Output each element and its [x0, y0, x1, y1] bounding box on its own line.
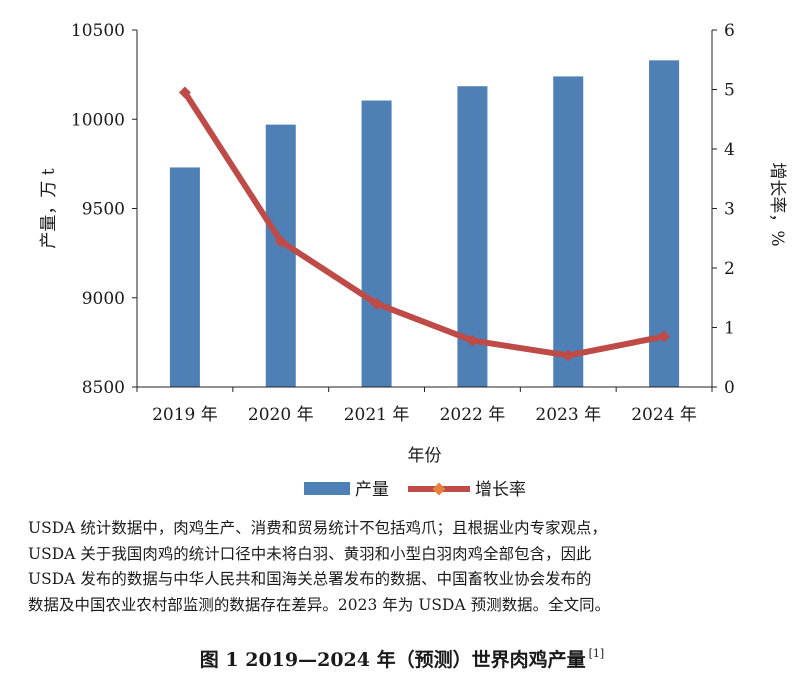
x-tick-label-0: 2019 年	[152, 405, 218, 425]
axes: 8500 9000 9500 10000 10500 0 1 2 3 4 5 6 2019 年 2020 …	[39, 21, 787, 466]
growth-rate-point-1	[274, 235, 287, 248]
bar-2	[361, 100, 392, 387]
figure-caption: 图 1 2019—2024 年（预测）世界肉鸡产量 [1]	[0, 645, 804, 672]
x-axis-title: 年份	[408, 446, 442, 466]
footnote-line-4: 数据及中国农业农村部监测的数据存在差异。2023 年为 USDA 预测数据。全文…	[28, 595, 611, 614]
growth-rate-line	[181, 89, 668, 359]
line-series-growth-rate	[178, 86, 671, 362]
x-tick-label-1: 2020 年	[248, 405, 314, 425]
right-axis-title: 增长率，%	[767, 162, 787, 246]
right-tick-label-1: 1	[724, 319, 735, 339]
left-axis-title: 产量，万 t	[39, 168, 59, 248]
growth-rate-point-3	[466, 334, 479, 347]
growth-rate-point-5	[658, 330, 671, 343]
x-tick-label-2: 2021 年	[344, 405, 410, 425]
footnote-line-2: USDA 关于我国肉鸡的统计口径中未将白羽、黄羽和小型白羽肉鸡全部包含，因此	[28, 544, 592, 563]
legend-swatch-production	[304, 482, 350, 495]
left-tick-label-0: 8500	[82, 378, 125, 398]
growth-rate-point-2	[370, 297, 383, 310]
footnote-line-3: USDA 发布的数据与中华人民共和国海关总署发布的数据、中国畜牧业协会发布的	[28, 570, 592, 588]
left-tick-label-3: 10000	[71, 110, 125, 130]
x-tick-label-4: 2023 年	[535, 405, 601, 425]
bar-4	[553, 76, 584, 387]
legend: 产量 增长率	[304, 480, 526, 500]
left-tick-label-4: 10500	[71, 21, 125, 41]
right-tick-label-6: 6	[724, 21, 735, 41]
footnote: USDA 统计数据中，肉鸡生产、消费和贸易统计不包括鸡爪；且根据业内专家观点， …	[28, 516, 788, 618]
right-tick-label-3: 3	[724, 200, 735, 220]
growth-rate-point-4	[562, 349, 575, 362]
footnote-line-1: USDA 统计数据中，肉鸡生产、消费和贸易统计不包括鸡爪；且根据业内专家观点，	[28, 519, 608, 537]
left-tick-label-1: 9000	[82, 289, 125, 309]
left-tick-label-2: 9500	[82, 200, 125, 220]
chart: 8500 9000 9500 10000 10500 0 1 2 3 4 5 6 2019 年 2020 …	[39, 21, 787, 500]
legend-label-production: 产量	[355, 480, 389, 500]
growth-rate-point-0	[178, 86, 191, 99]
right-tick-label-0: 0	[724, 378, 735, 398]
caption-reference: [1]	[588, 646, 605, 660]
right-tick-label-4: 4	[724, 140, 735, 160]
right-tick-label-2: 2	[724, 259, 735, 279]
x-tick-label-3: 2022 年	[440, 405, 506, 425]
bar-1	[265, 124, 296, 387]
right-tick-label-5: 5	[724, 81, 735, 101]
legend-label-growth-rate: 增长率	[475, 480, 526, 500]
figure-caption-text: 图 1 2019—2024 年（预测）世界肉鸡产量	[199, 649, 586, 671]
bar-0	[169, 167, 200, 387]
bar-series-production	[169, 60, 680, 387]
x-tick-label-5: 2024 年	[631, 405, 697, 425]
legend-marker-growth-rate	[432, 482, 446, 496]
